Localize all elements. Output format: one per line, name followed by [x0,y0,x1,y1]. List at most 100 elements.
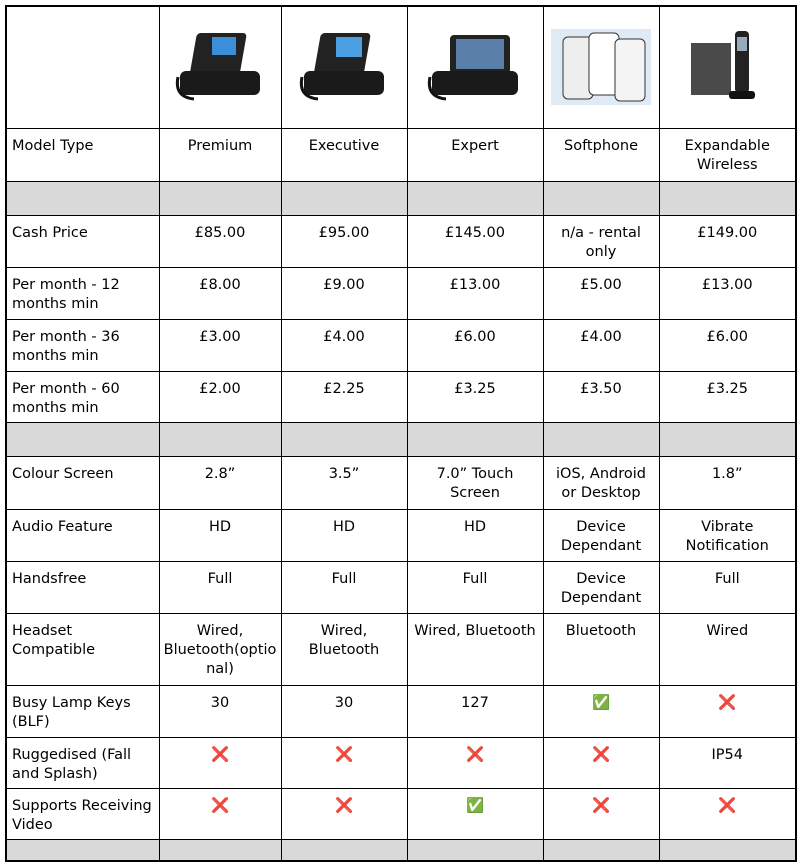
cell: £149.00 [658,214,797,268]
cell: Executive [280,127,408,182]
table-row: Cash Price £85.00 £95.00 £145.00 n/a - renta… [5,214,797,268]
cell: iOS, Android or Desktop [542,455,660,510]
separator-cell [158,838,282,862]
row-label: Ruggedised (Fall and Splash) [5,736,160,789]
cell: £4.00 [280,318,408,372]
cell: Device Dependant [542,560,660,614]
cell: £2.00 [158,370,282,423]
cell: £3.25 [406,370,544,423]
cell: Full [658,560,797,614]
separator-cell [542,180,660,216]
row-label: Handsfree [5,560,160,614]
cell: £6.00 [406,318,544,372]
separator-cell [5,180,160,216]
row-label: Per month - 60 months min [5,370,160,423]
cell: £8.00 [158,266,282,320]
cell: Premium [158,127,282,182]
separator-cell [158,421,282,457]
cell: Expert [406,127,544,182]
row-label: Busy Lamp Keys (BLF) [5,684,160,738]
row-label: Supports Receiving Video [5,787,160,840]
cell: 30 [280,684,408,738]
separator-cell [542,421,660,457]
cell: ✅ [542,684,660,738]
cell: £13.00 [658,266,797,320]
table-row: Handsfree Full Full Full Device Dependant Ful… [5,560,797,614]
cell: 7.0” Touch Screen [406,455,544,510]
cell: IP54 [658,736,797,789]
desk-phone [427,35,518,101]
cell: ❌ [542,787,660,840]
desk-phone [299,33,384,101]
separator-row [5,180,797,216]
cell: £145.00 [406,214,544,268]
table-row: Supports Receiving Video ❌ ❌ ✅ ❌ ❌ [5,787,797,840]
cell: £13.00 [406,266,544,320]
cell: Full [158,560,282,614]
separator-cell [406,421,544,457]
separator-row [5,421,797,457]
row-label: Headset Compatible [5,612,160,686]
row-label: Per month - 36 months min [5,318,160,372]
table-row: Model Type Premium Executive Expert Softphon… [5,127,797,182]
cordless-phone [691,31,756,100]
table-body: Model Type Premium Executive Expert Softphon… [5,5,797,862]
comparison-table: Model Type Premium Executive Expert Softphon… [5,5,797,862]
cell: £2.25 [280,370,408,423]
separator-cell [658,421,797,457]
cell: Wired, Bluetooth [406,612,544,686]
separator-row [5,838,797,862]
separator-cell [280,180,408,216]
image-row [5,5,797,129]
row-label: Model Type [5,127,160,182]
cell: £4.00 [542,318,660,372]
cell: £5.00 [542,266,660,320]
cell: £9.00 [280,266,408,320]
product-image [280,5,408,129]
separator-cell [406,180,544,216]
cell: ❌ [658,787,797,840]
softphone-image [551,29,651,106]
cell: Vibrate Notification [658,508,797,562]
cell: Softphone [542,127,660,182]
cell: HD [280,508,408,562]
cell: ❌ [542,736,660,789]
separator-cell [158,180,282,216]
separator-cell [658,838,797,862]
row-label: Per month - 12 months min [5,266,160,320]
table-row: Per month - 36 months min £3.00 £4.00 £6.00… [5,318,797,372]
row-label: Cash Price [5,214,160,268]
cell: £6.00 [658,318,797,372]
cell: ❌ [406,736,544,789]
desk-phone [175,33,260,101]
cell: Wired, Bluetooth [280,612,408,686]
table-row: Per month - 60 months min £2.00 £2.25 £3.25… [5,370,797,423]
separator-cell [406,838,544,862]
cell: Wired [658,612,797,686]
cell: 2.8” [158,455,282,510]
separator-cell [5,421,160,457]
cell: Wired, Bluetooth(optional) [158,612,282,686]
cell: £3.25 [658,370,797,423]
separator-cell [280,838,408,862]
cell: £85.00 [158,214,282,268]
table-row: Headset Compatible Wired, Bluetooth(optio… [5,612,797,686]
cell: HD [158,508,282,562]
separator-cell [542,838,660,862]
table-row: Audio Feature HD HD HD Device Dependant Vibra… [5,508,797,562]
cell: n/a - rental only [542,214,660,268]
cell: ❌ [658,684,797,738]
row-label: Colour Screen [5,455,160,510]
table-row: Ruggedised (Fall and Splash) ❌ ❌ ❌ ❌ IP54 [5,736,797,789]
cell: 127 [406,684,544,738]
cell: ❌ [158,787,282,840]
cell: 1.8” [658,455,797,510]
cell: ✅ [406,787,544,840]
product-image [542,5,660,129]
separator-cell [658,180,797,216]
cell: ❌ [280,736,408,789]
product-image [658,5,797,129]
cell: Expandable Wireless [658,127,797,182]
